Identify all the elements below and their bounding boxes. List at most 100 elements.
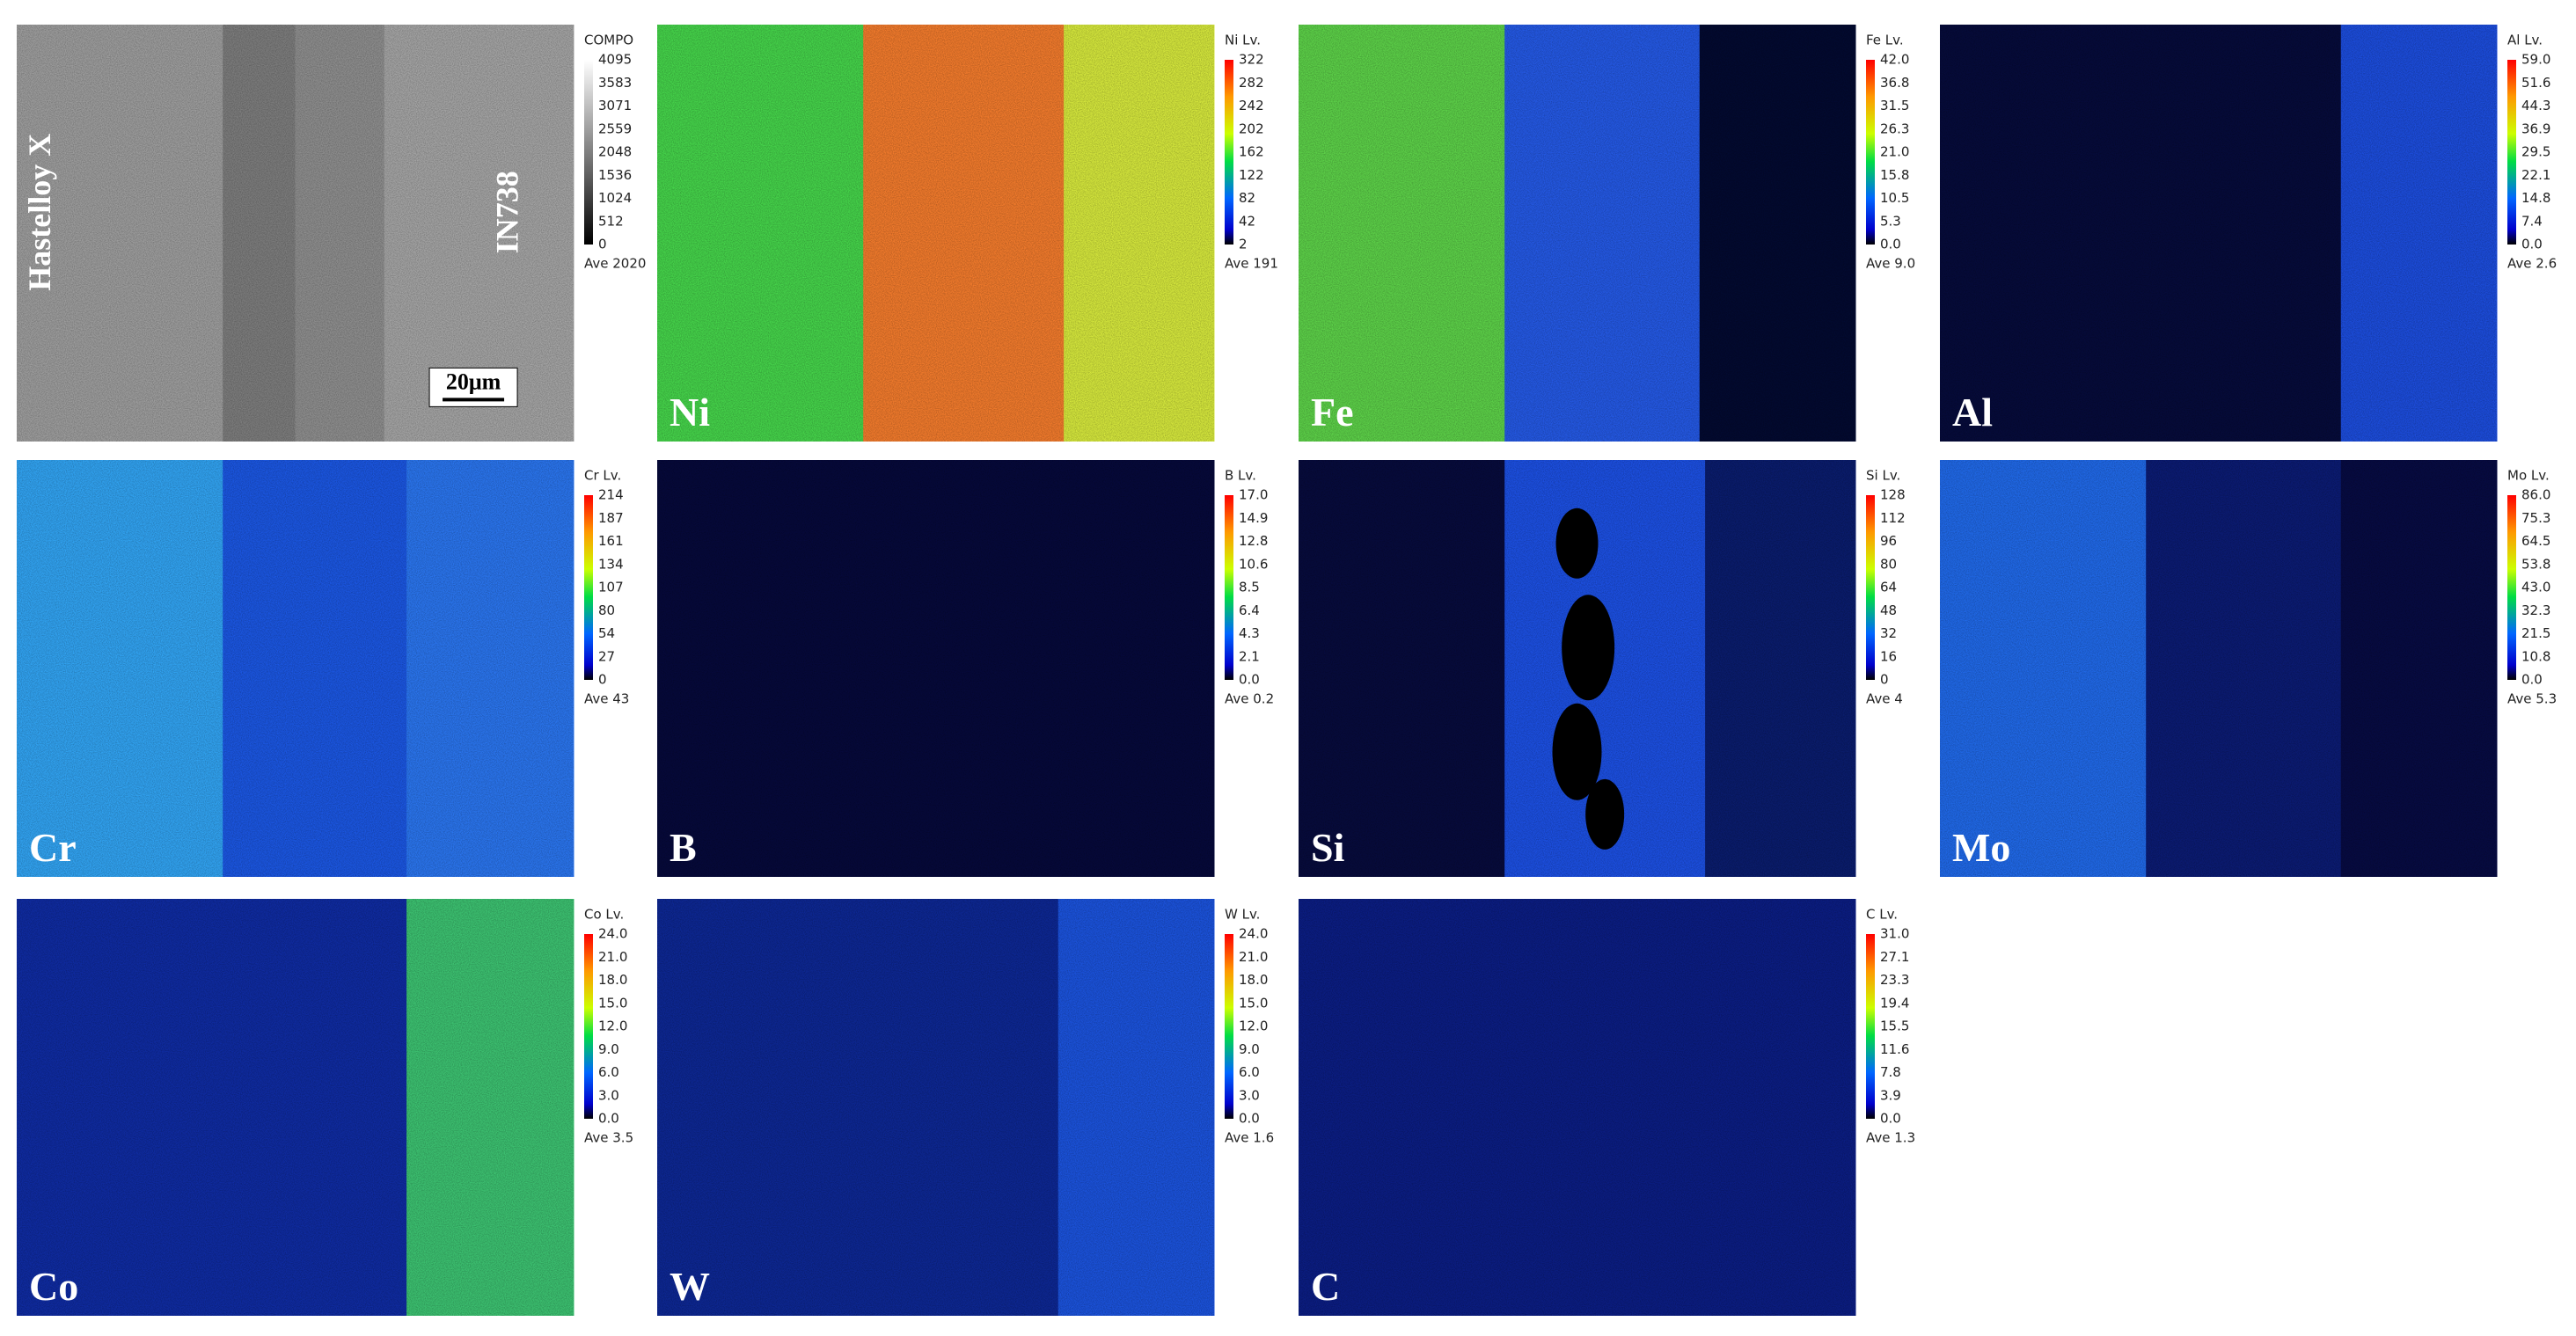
scale-tick-label: 14.8	[2521, 190, 2550, 206]
scale-average: Ave 191	[1225, 256, 1278, 272]
scale-tick-label: 51.6	[2521, 75, 2550, 91]
scale-tick-label: 0.0	[1239, 1111, 1260, 1127]
scale-tick-label: 7.8	[1880, 1064, 1901, 1080]
scale-tick-label: 128	[1880, 487, 1906, 503]
scale-tick-label: 29.5	[2521, 144, 2550, 160]
scale-tick-label: 0	[598, 672, 607, 688]
scale-tick-label: 2.1	[1239, 648, 1260, 664]
scale-tick-label: 15.8	[1880, 167, 1909, 183]
scale-tick-label: 10.8	[2521, 648, 2550, 664]
element-label: Ni	[670, 390, 710, 434]
scale-tick-label: 11.6	[1880, 1041, 1909, 1057]
scale-tick-label: 12.0	[598, 1018, 627, 1034]
scale-tick-label: 187	[598, 510, 624, 526]
scale-tick-label: 21.5	[2521, 625, 2550, 641]
scale-tick-label: 21.0	[598, 949, 627, 965]
scale-tick-label: 0.0	[2521, 672, 2543, 688]
scale-tick-label: 18.0	[1239, 972, 1268, 988]
map-panel: Mo Lv. 86.0 75.3 64.5 53.8 43.0 32.3 21.5 10.8 0.…	[1940, 460, 2557, 877]
scale-tick-label: 59.0	[2521, 52, 2550, 68]
scale-tick-label: 16	[1880, 648, 1897, 664]
scale-tick-label: 9.0	[1239, 1041, 1260, 1057]
scale-title: Si Lv.	[1866, 468, 1900, 484]
scale-title: C Lv.	[1866, 907, 1898, 923]
map-panel: Ni Lv. 322 282 242 202 162 122 82 42 2 Ave 191 Ni	[657, 25, 1278, 442]
map-panel: B Lv. 17.0 14.9 12.8 10.6 8.5 6.4 4.3 2.1 0.0 Ave …	[657, 460, 1274, 877]
map-texture	[1940, 25, 2497, 442]
map-texture	[17, 460, 574, 877]
map-panel: Al Lv. 59.0 51.6 44.3 36.9 29.5 22.1 14.8 7.4 0.0…	[1940, 25, 2557, 442]
scale-tick-label: 107	[598, 580, 624, 595]
scale-tick-label: 26.3	[1880, 120, 1909, 136]
map-panel: Cr Lv. 214 187 161 134 107 80 54 27 0 Ave 43 Cr	[17, 460, 629, 877]
scale-tick-label: 8.5	[1239, 580, 1260, 595]
map-texture	[1940, 460, 2497, 877]
scale-tick-label: 32.3	[2521, 602, 2550, 618]
scale-tick-label: 22.1	[2521, 167, 2550, 183]
map-texture	[1299, 25, 1855, 442]
map-texture	[17, 899, 574, 1316]
scale-tick-label: 31.5	[1880, 98, 1909, 113]
scale-tick-label: 21.0	[1880, 144, 1909, 160]
colour-scale	[1866, 60, 1875, 245]
scale-tick-label: 15.0	[598, 995, 627, 1011]
scale-tick-label: 17.0	[1239, 487, 1268, 503]
colour-scale	[584, 60, 593, 245]
scale-average: Ave 43	[584, 691, 629, 707]
scale-tick-label: 15.0	[1239, 995, 1268, 1011]
scale-tick-label: 3071	[598, 98, 632, 113]
scale-average: Ave 9.0	[1866, 256, 1915, 272]
map-texture	[1299, 899, 1855, 1316]
scale-tick-label: 44.3	[2521, 98, 2550, 113]
scale-title: Cr Lv.	[584, 468, 621, 484]
scale-tick-label: 9.0	[598, 1041, 619, 1057]
element-label: C	[1311, 1264, 1340, 1309]
scale-tick-label: 36.8	[1880, 75, 1909, 91]
map-texture	[657, 460, 1214, 877]
scale-tick-label: 21.0	[1239, 949, 1268, 965]
scale-tick-label: 10.5	[1880, 190, 1909, 206]
map-panel: W Lv. 24.0 21.0 18.0 15.0 12.0 9.0 6.0 3.0 0.0 Ave…	[657, 899, 1274, 1316]
scale-tick-label: 161	[598, 533, 624, 549]
scale-average: Ave 0.2	[1225, 691, 1274, 707]
scale-title: COMPO	[584, 33, 633, 48]
element-label: W	[670, 1264, 710, 1309]
scale-tick-label: 6.4	[1239, 602, 1260, 618]
scale-tick-label: 3.9	[1880, 1087, 1901, 1103]
scale-bar-label: 20μm	[446, 369, 501, 394]
scale-tick-label: 14.9	[1239, 510, 1268, 526]
scale-tick-label: 4.3	[1239, 625, 1260, 641]
colour-scale	[2507, 495, 2516, 680]
scale-tick-label: 15.5	[1880, 1018, 1909, 1034]
map-texture	[657, 25, 1214, 442]
scale-tick-label: 36.9	[2521, 120, 2550, 136]
scale-tick-label: 4095	[598, 52, 632, 68]
scale-title: Mo Lv.	[2507, 468, 2550, 484]
scale-tick-label: 48	[1880, 602, 1897, 618]
alloy-label: IN738	[490, 171, 525, 253]
colour-scale	[584, 495, 593, 680]
scale-tick-label: 24.0	[1239, 926, 1268, 942]
scale-tick-label: 80	[1880, 556, 1897, 572]
element-label: Co	[29, 1264, 78, 1309]
map-panel: COMPO 4095 3583 3071 2559 2048 1536 1024 512 0 Ave…	[17, 25, 646, 442]
scale-tick-label: 3.0	[598, 1087, 619, 1103]
colour-scale	[1866, 495, 1875, 680]
map-texture	[657, 899, 1214, 1316]
scale-tick-label: 282	[1239, 75, 1264, 91]
scale-average: Ave 3.5	[584, 1130, 633, 1146]
map-panel: Si Lv. 128 112 96 80 64 48 32 16 0 Ave 4 Si	[1299, 460, 1906, 877]
scale-tick-label: 23.3	[1880, 972, 1909, 988]
scale-tick-label: 1536	[598, 167, 632, 183]
scale-tick-label: 2	[1239, 237, 1248, 252]
scale-tick-label: 134	[598, 556, 624, 572]
scale-average: Ave 2.6	[2507, 256, 2557, 272]
scale-tick-label: 75.3	[2521, 510, 2550, 526]
scale-tick-label: 0.0	[598, 1111, 619, 1127]
scale-tick-label: 6.0	[1239, 1064, 1260, 1080]
scale-tick-label: 0.0	[2521, 237, 2543, 252]
scale-tick-label: 31.0	[1880, 926, 1909, 942]
scale-tick-label: 0	[598, 237, 607, 252]
scale-tick-label: 242	[1239, 98, 1264, 113]
